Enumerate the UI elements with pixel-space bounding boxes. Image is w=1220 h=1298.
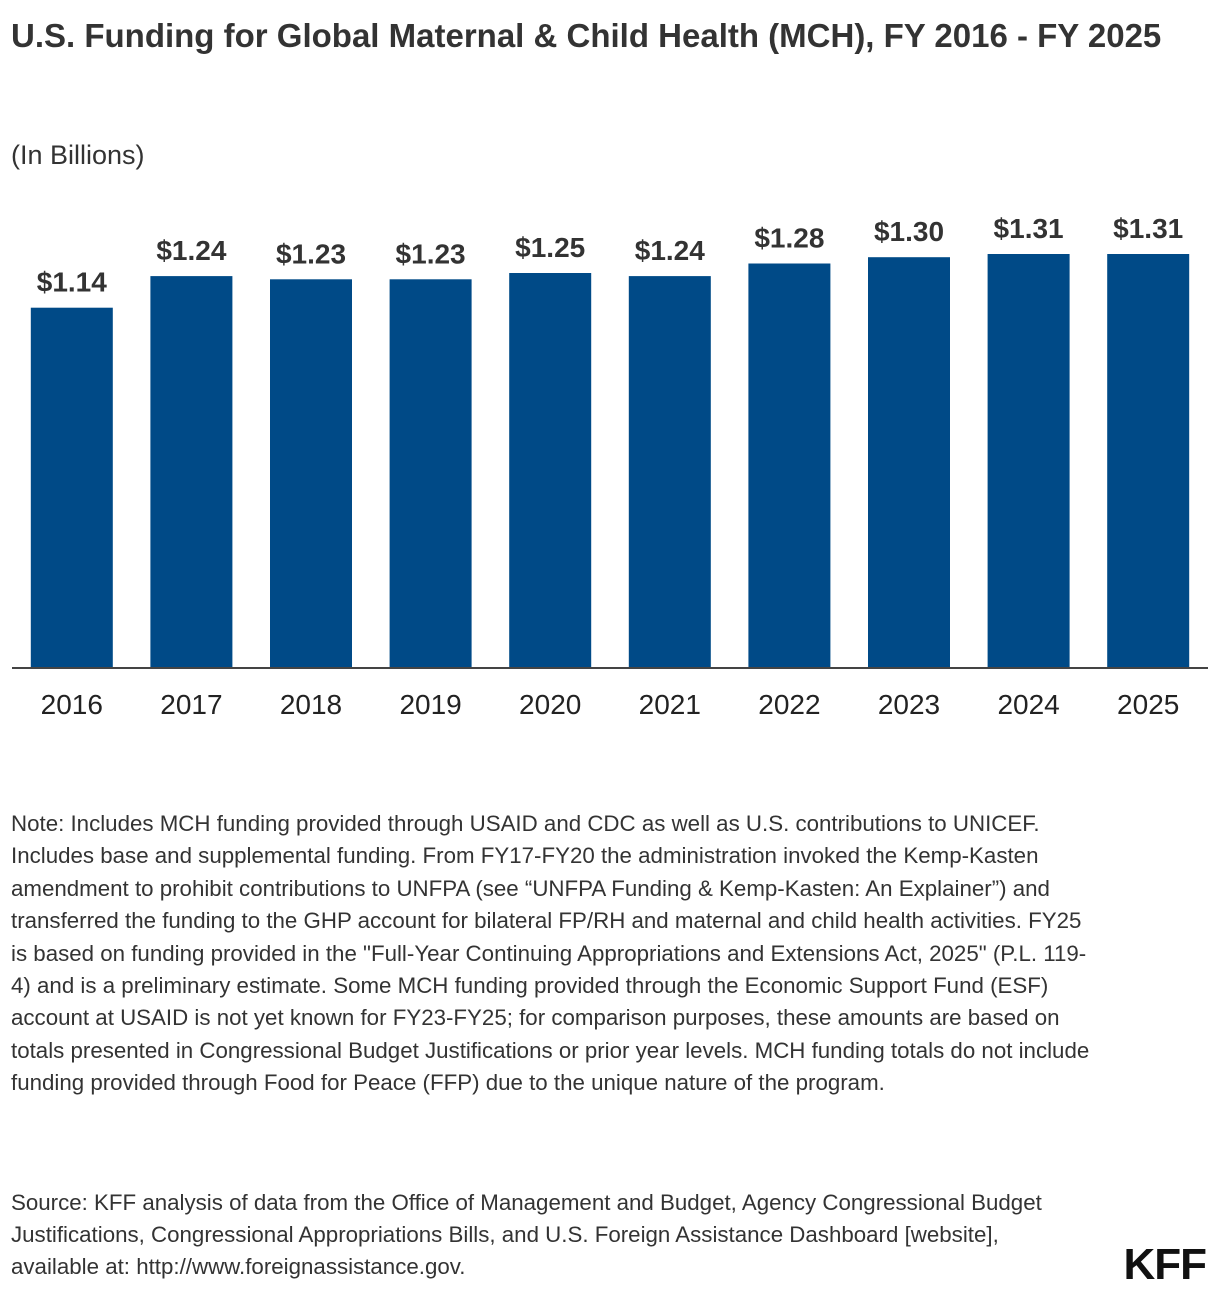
x-tick-label-2024: 2024 xyxy=(997,689,1059,720)
x-tick-label-2023: 2023 xyxy=(878,689,940,720)
bar-2020 xyxy=(509,273,592,668)
x-tick-label-2021: 2021 xyxy=(639,689,701,720)
data-label-2022: $1.28 xyxy=(754,223,824,254)
chart-note: Note: Includes MCH funding provided thro… xyxy=(11,811,1090,1096)
chart-subtitle: (In Billions) xyxy=(11,140,145,170)
data-label-2019: $1.23 xyxy=(396,238,466,269)
data-label-2024: $1.31 xyxy=(994,213,1064,244)
data-label-2016: $1.14 xyxy=(37,267,107,298)
kff-logo: KFF xyxy=(1123,1240,1207,1289)
chart-title: U.S. Funding for Global Maternal & Child… xyxy=(11,17,1162,54)
chart-source: Source: KFF analysis of data from the Of… xyxy=(11,1190,1042,1279)
bar-2017 xyxy=(150,276,233,668)
data-label-2023: $1.30 xyxy=(874,216,944,247)
x-tick-label-2016: 2016 xyxy=(41,689,103,720)
bars-group: $1.14 2016 $1.24 2017 $1.23 2018 $1.23 2019 $1.2… xyxy=(30,213,1190,720)
x-tick-label-2017: 2017 xyxy=(160,689,222,720)
bar-chart: $1.14 2016 $1.24 2017 $1.23 2018 $1.23 2019 $1.2… xyxy=(12,213,1208,720)
data-label-2018: $1.23 xyxy=(276,238,346,269)
bar-2021 xyxy=(628,276,711,668)
bar-2023 xyxy=(868,257,950,668)
bar-2019 xyxy=(389,279,472,668)
data-label-2017: $1.24 xyxy=(156,235,226,266)
data-label-2020: $1.25 xyxy=(515,232,585,263)
x-tick-label-2020: 2020 xyxy=(519,689,581,720)
x-tick-label-2019: 2019 xyxy=(399,689,461,720)
data-label-2025: $1.31 xyxy=(1113,213,1183,244)
x-tick-label-2022: 2022 xyxy=(758,689,820,720)
data-label-2021: $1.24 xyxy=(635,235,705,266)
x-tick-label-2025: 2025 xyxy=(1117,689,1179,720)
x-tick-label-2018: 2018 xyxy=(280,689,342,720)
bar-2016 xyxy=(30,307,113,668)
bar-2018 xyxy=(270,279,352,668)
bar-2025 xyxy=(1107,254,1190,668)
bar-2022 xyxy=(748,263,831,668)
bar-2024 xyxy=(987,254,1070,668)
